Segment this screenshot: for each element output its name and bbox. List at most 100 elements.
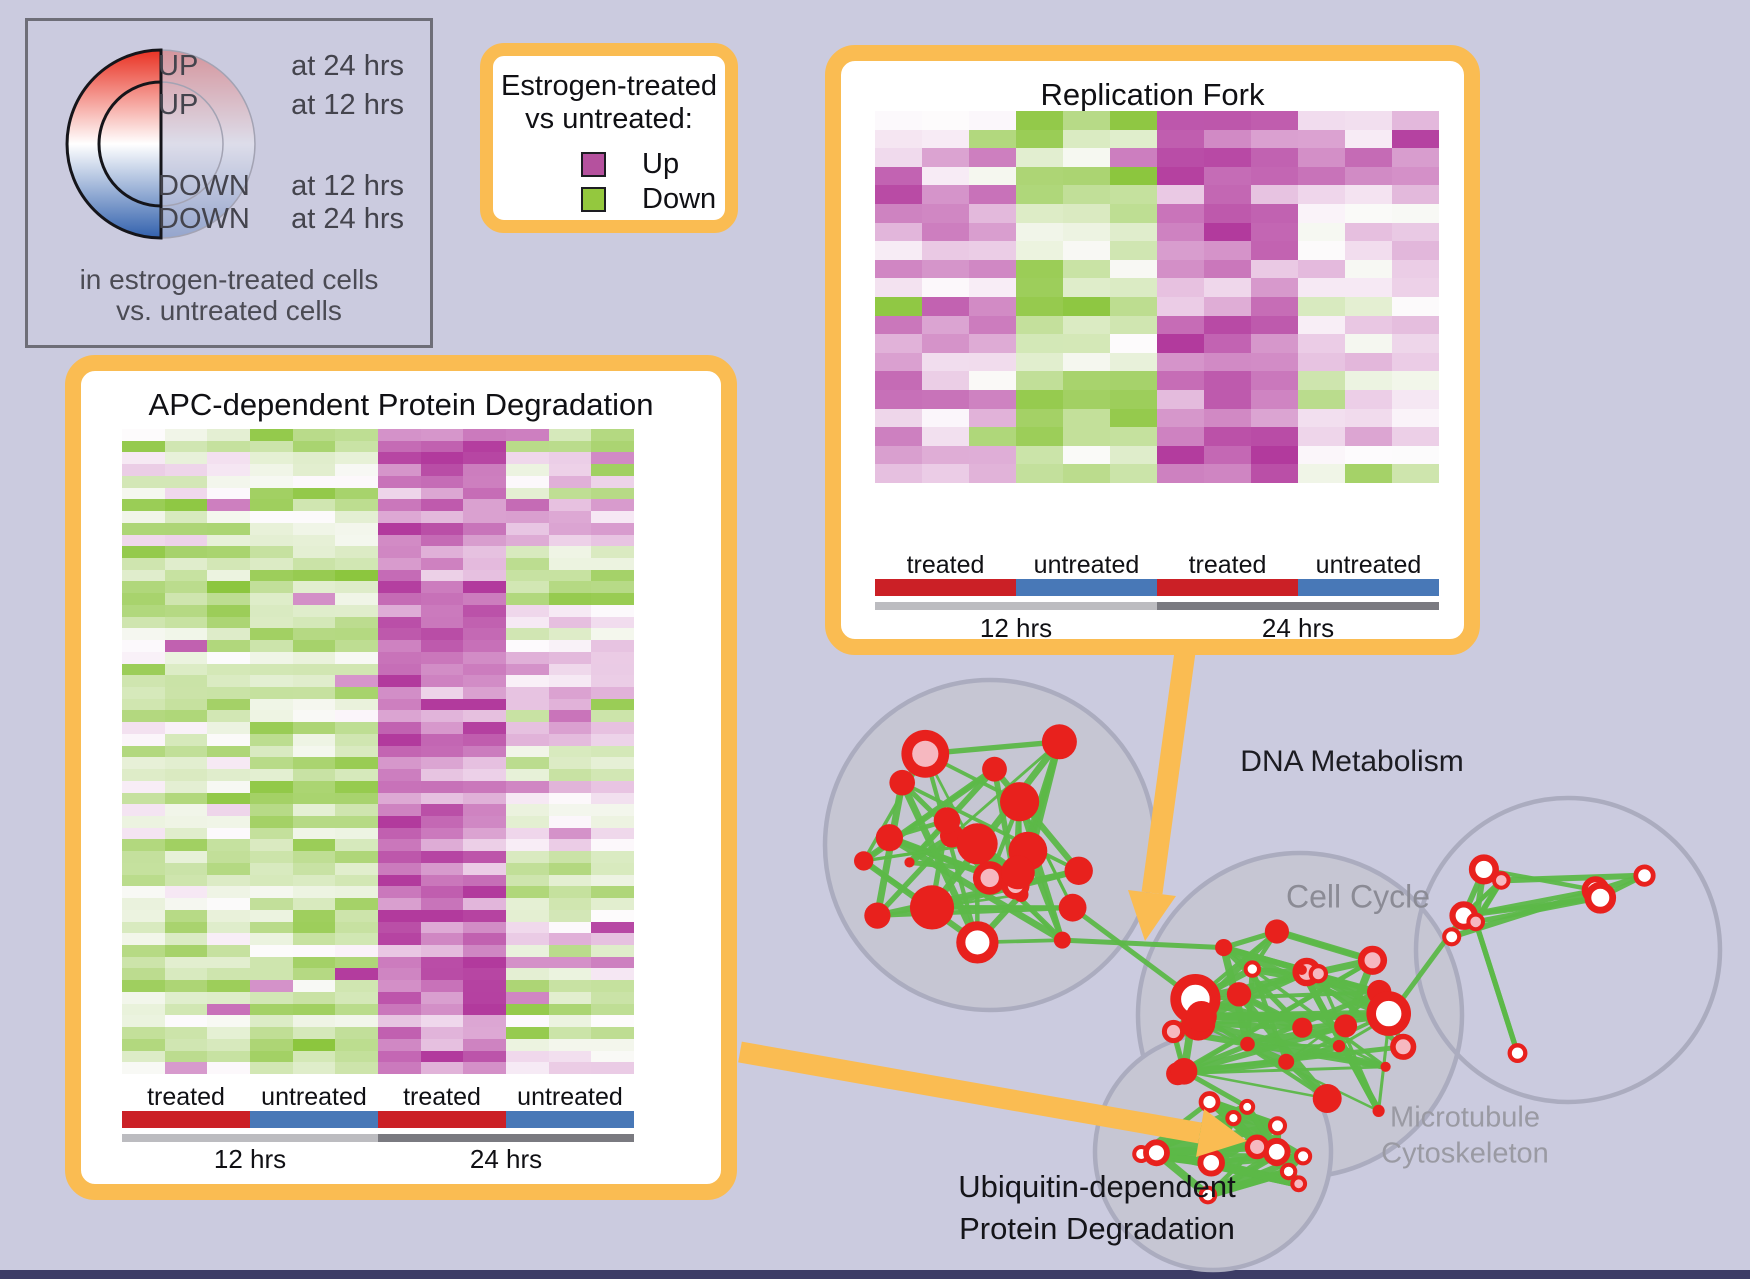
- heatmap-cell: [1063, 315, 1110, 335]
- heatmap-cell: [463, 722, 506, 734]
- heatmap-cell: [548, 616, 592, 629]
- heatmap-cell: [292, 733, 336, 746]
- heatmap-cell: [875, 129, 922, 149]
- heatmap-cell: [591, 909, 634, 922]
- heatmap-cell: [548, 780, 592, 793]
- heatmap-cell: [463, 874, 506, 887]
- heatmap-cell: [1204, 371, 1251, 390]
- heatmap-cell: [875, 259, 922, 279]
- heatmap-cell: [1110, 427, 1157, 446]
- heatmap-cell: [292, 839, 336, 852]
- heatmap-cell: [420, 651, 464, 664]
- legend-time: at 24 hrs: [291, 49, 404, 82]
- heatmap-cell: [378, 956, 421, 969]
- rf-treatment-bars: [875, 579, 1439, 596]
- heatmap-cell: [250, 956, 293, 969]
- heatmap-cell: [292, 499, 336, 512]
- heatmap-cell: [591, 945, 634, 957]
- heatmap-cell: [1157, 352, 1204, 372]
- heatmap-cell: [1204, 408, 1251, 428]
- heatmap-cell: [1298, 148, 1345, 167]
- heatmap-cell: [164, 546, 208, 558]
- heatmap-cell: [1157, 222, 1204, 242]
- heatmap-cell: [335, 827, 378, 840]
- heatmap-cell: [250, 804, 293, 816]
- heatmap-cell: [207, 534, 250, 547]
- apc-time-bars: [122, 1134, 634, 1142]
- heatmap-cell: [420, 909, 464, 922]
- heatmap-cell: [250, 581, 293, 594]
- heatmap-cell: [207, 558, 250, 570]
- apc-panel-title: APC-dependent Protein Degradation: [148, 387, 654, 422]
- heatmap-cell: [292, 475, 336, 488]
- heatmap-cell: [548, 604, 592, 617]
- group-label: treated: [147, 1083, 225, 1111]
- heatmap-cell: [591, 1062, 634, 1074]
- heatmap-cell: [164, 675, 208, 687]
- heatmap-cell: [164, 780, 208, 793]
- heatmap-cell: [122, 862, 165, 875]
- heatmap-cell: [207, 1003, 250, 1016]
- legend-direction: DOWN: [158, 202, 250, 235]
- heatmap-cell: [506, 522, 549, 535]
- heatmap-cell: [378, 452, 421, 465]
- heatmap-cell: [378, 839, 421, 852]
- heatmap-cell: [506, 487, 549, 500]
- heatmap-cell: [122, 581, 165, 594]
- heatmap-cell: [548, 956, 592, 969]
- heatmap-cell: [420, 546, 464, 558]
- heatmap-cell: [378, 546, 421, 558]
- heatmap-cell: [335, 687, 378, 699]
- gene-node: [1186, 1001, 1217, 1032]
- heatmap-cell: [463, 792, 506, 805]
- heatmap-cell: [1298, 315, 1345, 335]
- heatmap-cell: [250, 546, 293, 558]
- heatmap-cell: [1157, 129, 1204, 149]
- treated-bar: [378, 1111, 506, 1128]
- heatmap-cell: [122, 499, 165, 512]
- heatmap-cell: [1204, 111, 1251, 130]
- heatmap-cell: [122, 687, 165, 699]
- heatmap-cell: [922, 427, 969, 446]
- treated-bar: [122, 1111, 250, 1128]
- heatmap-cell: [292, 534, 336, 547]
- heatmap-cell: [420, 839, 464, 852]
- heatmap-cell: [1392, 129, 1439, 149]
- heatmap-cell: [1298, 427, 1345, 446]
- heatmap-cell: [1298, 278, 1345, 297]
- heatmap-cell: [1298, 259, 1345, 279]
- heatmap-cell: [463, 628, 506, 641]
- heatmap-cell: [250, 1003, 293, 1016]
- heatmap-cell: [122, 827, 165, 840]
- heatmap-cell: [1063, 278, 1110, 297]
- network-edge: [1183, 1070, 1328, 1100]
- heatmap-cell: [207, 1038, 250, 1051]
- heatmap-cell: [591, 558, 634, 570]
- heatmap-cell: [420, 769, 464, 781]
- heatmap-cell: [335, 663, 378, 676]
- heatmap-cell: [1063, 129, 1110, 149]
- heatmap-cell: [378, 722, 421, 734]
- heatmap-cell: [875, 166, 922, 186]
- heatmap-cell: [463, 464, 506, 476]
- heatmap-cell: [292, 628, 336, 641]
- heatmap-cell: [292, 898, 336, 910]
- updown-color-legend: Estrogen-treated vs untreated: Up Down: [480, 43, 738, 233]
- heatmap-cell: [378, 1038, 421, 1051]
- heatmap-cell: [335, 1015, 378, 1028]
- heatmap-cell: [378, 499, 421, 512]
- heatmap-cell: [164, 522, 208, 535]
- heatmap-cell: [1204, 390, 1251, 409]
- heatmap-cell: [292, 511, 336, 523]
- heatmap-cell: [378, 780, 421, 793]
- heatmap-cell: [1063, 427, 1110, 446]
- heatmap-cell: [250, 862, 293, 875]
- heatmap-cell: [506, 698, 549, 711]
- heatmap-cell: [207, 604, 250, 617]
- heatmap-cell: [164, 804, 208, 816]
- heatmap-cell: [292, 464, 336, 476]
- group-label: untreated: [1315, 551, 1422, 579]
- heatmap-cell: [548, 945, 592, 957]
- heatmap-cell: [420, 1050, 464, 1063]
- node-color-legend: UP at 24 hrs UP at 12 hrs DOWN at 12 hrs…: [25, 18, 433, 348]
